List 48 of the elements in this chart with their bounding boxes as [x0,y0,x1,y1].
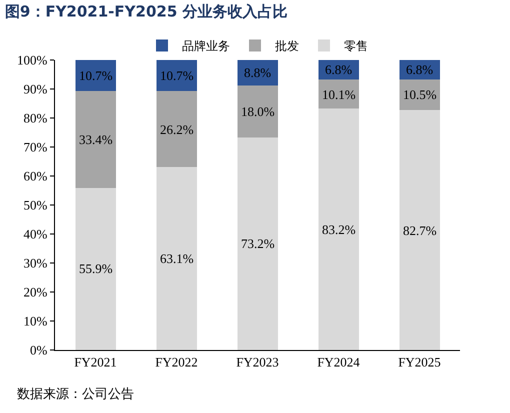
x-tick-label: FY2025 [398,354,441,370]
y-tick-label: 60% [24,168,48,184]
data-label: 26.2% [160,122,194,137]
bar [156,91,197,168]
x-tick-label: FY2024 [317,354,360,370]
data-label: 10.7% [79,68,113,83]
bar [237,86,278,138]
source-note: 数据来源：公司公告 [17,387,134,402]
data-label: 55.9% [79,261,113,276]
data-label: 10.5% [403,87,437,102]
bar [156,167,197,350]
y-tick-label: 100% [17,52,48,68]
y-tick-label: 20% [24,284,48,300]
data-label: 10.7% [160,68,194,83]
legend-label: 品牌业务 [182,39,230,54]
bar [75,60,116,92]
data-label: 73.2% [241,236,275,251]
bar [156,60,197,92]
data-label: 10.1% [322,87,356,102]
y-tick-label: 40% [24,226,48,242]
data-label: 83.2% [322,222,356,237]
y-tick-label: 30% [24,256,48,271]
legend-label: 批发 [275,39,299,54]
bar [399,80,440,110]
bar [318,79,359,109]
bar [318,108,359,350]
y-tick-label: 90% [24,82,48,97]
data-label: 8.8% [244,65,272,80]
data-label: 63.1% [160,251,194,266]
legend-label: 零售 [344,39,368,54]
data-label: 6.8% [325,62,352,77]
data-label: 82.7% [403,223,437,238]
y-tick-label: 0% [30,342,48,358]
y-tick-label: 10% [24,314,48,329]
y-tick-label: 80% [24,110,48,126]
bar [399,110,440,350]
x-tick-label: FY2022 [155,354,198,370]
data-label: 33.4% [79,132,113,147]
x-tick-label: FY2023 [236,354,279,370]
bar [75,91,116,188]
y-tick-label: 50% [24,198,48,213]
data-label: 18.0% [241,104,275,119]
bar [237,138,278,350]
x-tick-label: FY2021 [74,354,117,370]
data-label: 6.8% [406,62,434,77]
bar [75,188,116,350]
y-tick-label: 70% [24,140,48,155]
chart-title: 图9：FY2021-FY2025 分业务收入占比 [4,2,288,21]
